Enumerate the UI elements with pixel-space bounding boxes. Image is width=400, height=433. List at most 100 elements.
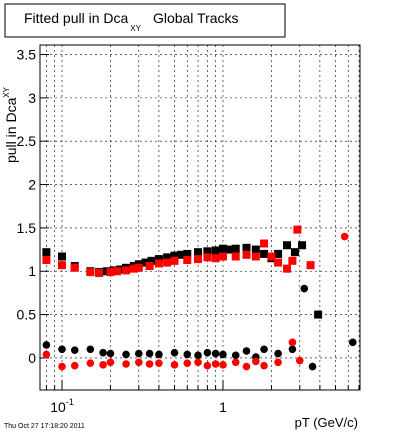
square-marker: [293, 225, 302, 234]
square-marker: [42, 255, 51, 264]
square-marker: [260, 239, 269, 248]
square-marker: [145, 262, 154, 271]
square-marker: [225, 245, 234, 254]
circle-marker: [288, 345, 297, 354]
x-axis-label: pT (GeV/c): [295, 415, 358, 430]
square-marker: [58, 261, 67, 270]
circle-marker: [300, 284, 309, 293]
circle-marker: [58, 345, 66, 354]
circle-marker: [145, 360, 154, 368]
circle-marker: [194, 358, 202, 367]
y-label-superscript: XY: [2, 86, 11, 97]
circle-marker: [42, 350, 51, 359]
circle-marker: [231, 358, 240, 367]
square-marker: [211, 254, 220, 263]
square-marker: [147, 256, 156, 265]
circle-marker: [42, 341, 51, 349]
circle-marker: [203, 361, 212, 370]
square-marker: [242, 250, 251, 259]
square-marker: [218, 252, 227, 261]
circle-marker: [260, 361, 268, 370]
x-tick-label-exponent: -1: [66, 397, 74, 407]
title-suffix: Global Tracks: [153, 10, 239, 26]
square-marker: [141, 258, 150, 267]
circle-marker: [106, 358, 115, 367]
square-marker: [306, 261, 315, 270]
square-marker: [283, 264, 292, 273]
title-box: [4, 3, 286, 38]
title-main: Fitted pull in Dca: [24, 10, 128, 26]
plot-area: 0 0.5 1 1.5 2 2.5 3 3.5 10-1 1: [17, 44, 361, 415]
chart-title: Fitted pull in DcaXY Global Tracks: [24, 10, 239, 33]
square-marker: [113, 267, 122, 276]
circle-marker: [211, 360, 220, 368]
square-marker: [58, 252, 67, 261]
square-marker: [231, 244, 240, 253]
circle-marker: [135, 349, 143, 358]
circle-marker: [242, 362, 251, 371]
square-marker: [134, 263, 143, 272]
x-tick-label: 1: [219, 399, 227, 415]
square-marker: [106, 268, 115, 277]
y-axis-label: pull in DcaXY: [2, 86, 19, 163]
circle-marker: [106, 349, 115, 358]
circle-marker: [183, 350, 192, 359]
y-tick-label: 2: [28, 177, 36, 193]
square-marker: [290, 248, 299, 257]
y-tick-label: 1: [28, 263, 36, 279]
square-marker: [183, 255, 192, 264]
circle-marker: [252, 357, 260, 366]
circle-marker: [86, 359, 95, 367]
circle-marker: [260, 345, 268, 354]
circle-marker: [348, 338, 357, 347]
circle-marker: [135, 358, 143, 367]
circle-marker: [295, 356, 304, 365]
square-marker: [42, 248, 51, 257]
plot-frame: [39, 44, 361, 391]
circle-marker: [99, 361, 107, 369]
circle-marker: [231, 351, 240, 360]
y-tick-label: 0.5: [17, 307, 37, 323]
square-marker: [170, 256, 179, 265]
square-marker: [86, 268, 95, 277]
square-marker: [95, 268, 104, 277]
square-marker: [170, 251, 179, 260]
square-marker: [163, 258, 172, 267]
circle-marker: [219, 350, 227, 359]
square-marker: [70, 263, 79, 272]
square-marker: [283, 241, 292, 250]
circle-marker: [70, 361, 79, 370]
square-marker: [211, 246, 220, 255]
circle-marker: [58, 362, 66, 371]
title-subscript: XY: [130, 24, 141, 33]
circle-marker: [340, 232, 349, 241]
square-marker: [177, 250, 186, 259]
y-tick-label: 2.5: [17, 133, 37, 149]
square-marker: [154, 259, 163, 268]
square-marker: [203, 247, 212, 256]
square-marker: [154, 255, 163, 264]
circle-marker: [274, 349, 282, 358]
circle-marker: [308, 362, 317, 371]
square-marker: [194, 255, 203, 264]
circle-marker: [122, 360, 130, 368]
circle-marker: [99, 348, 107, 357]
circle-marker: [274, 358, 282, 367]
circle-marker: [203, 348, 212, 357]
square-marker: [298, 241, 307, 250]
y-tick-label: 3: [28, 90, 36, 106]
square-marker: [251, 252, 260, 261]
circle-marker: [70, 346, 79, 354]
circle-marker: [211, 349, 220, 358]
circle-marker: [86, 345, 95, 354]
x-tick-label-base: 1: [219, 399, 227, 415]
x-tick-label: 10-1: [50, 397, 74, 415]
square-marker: [163, 253, 172, 262]
square-marker: [314, 310, 323, 319]
square-marker: [194, 248, 203, 257]
x-tick-label-base: 10: [50, 399, 66, 415]
y-tick-label: 3.5: [17, 47, 37, 63]
square-marker: [183, 249, 192, 258]
circle-marker: [155, 359, 163, 367]
